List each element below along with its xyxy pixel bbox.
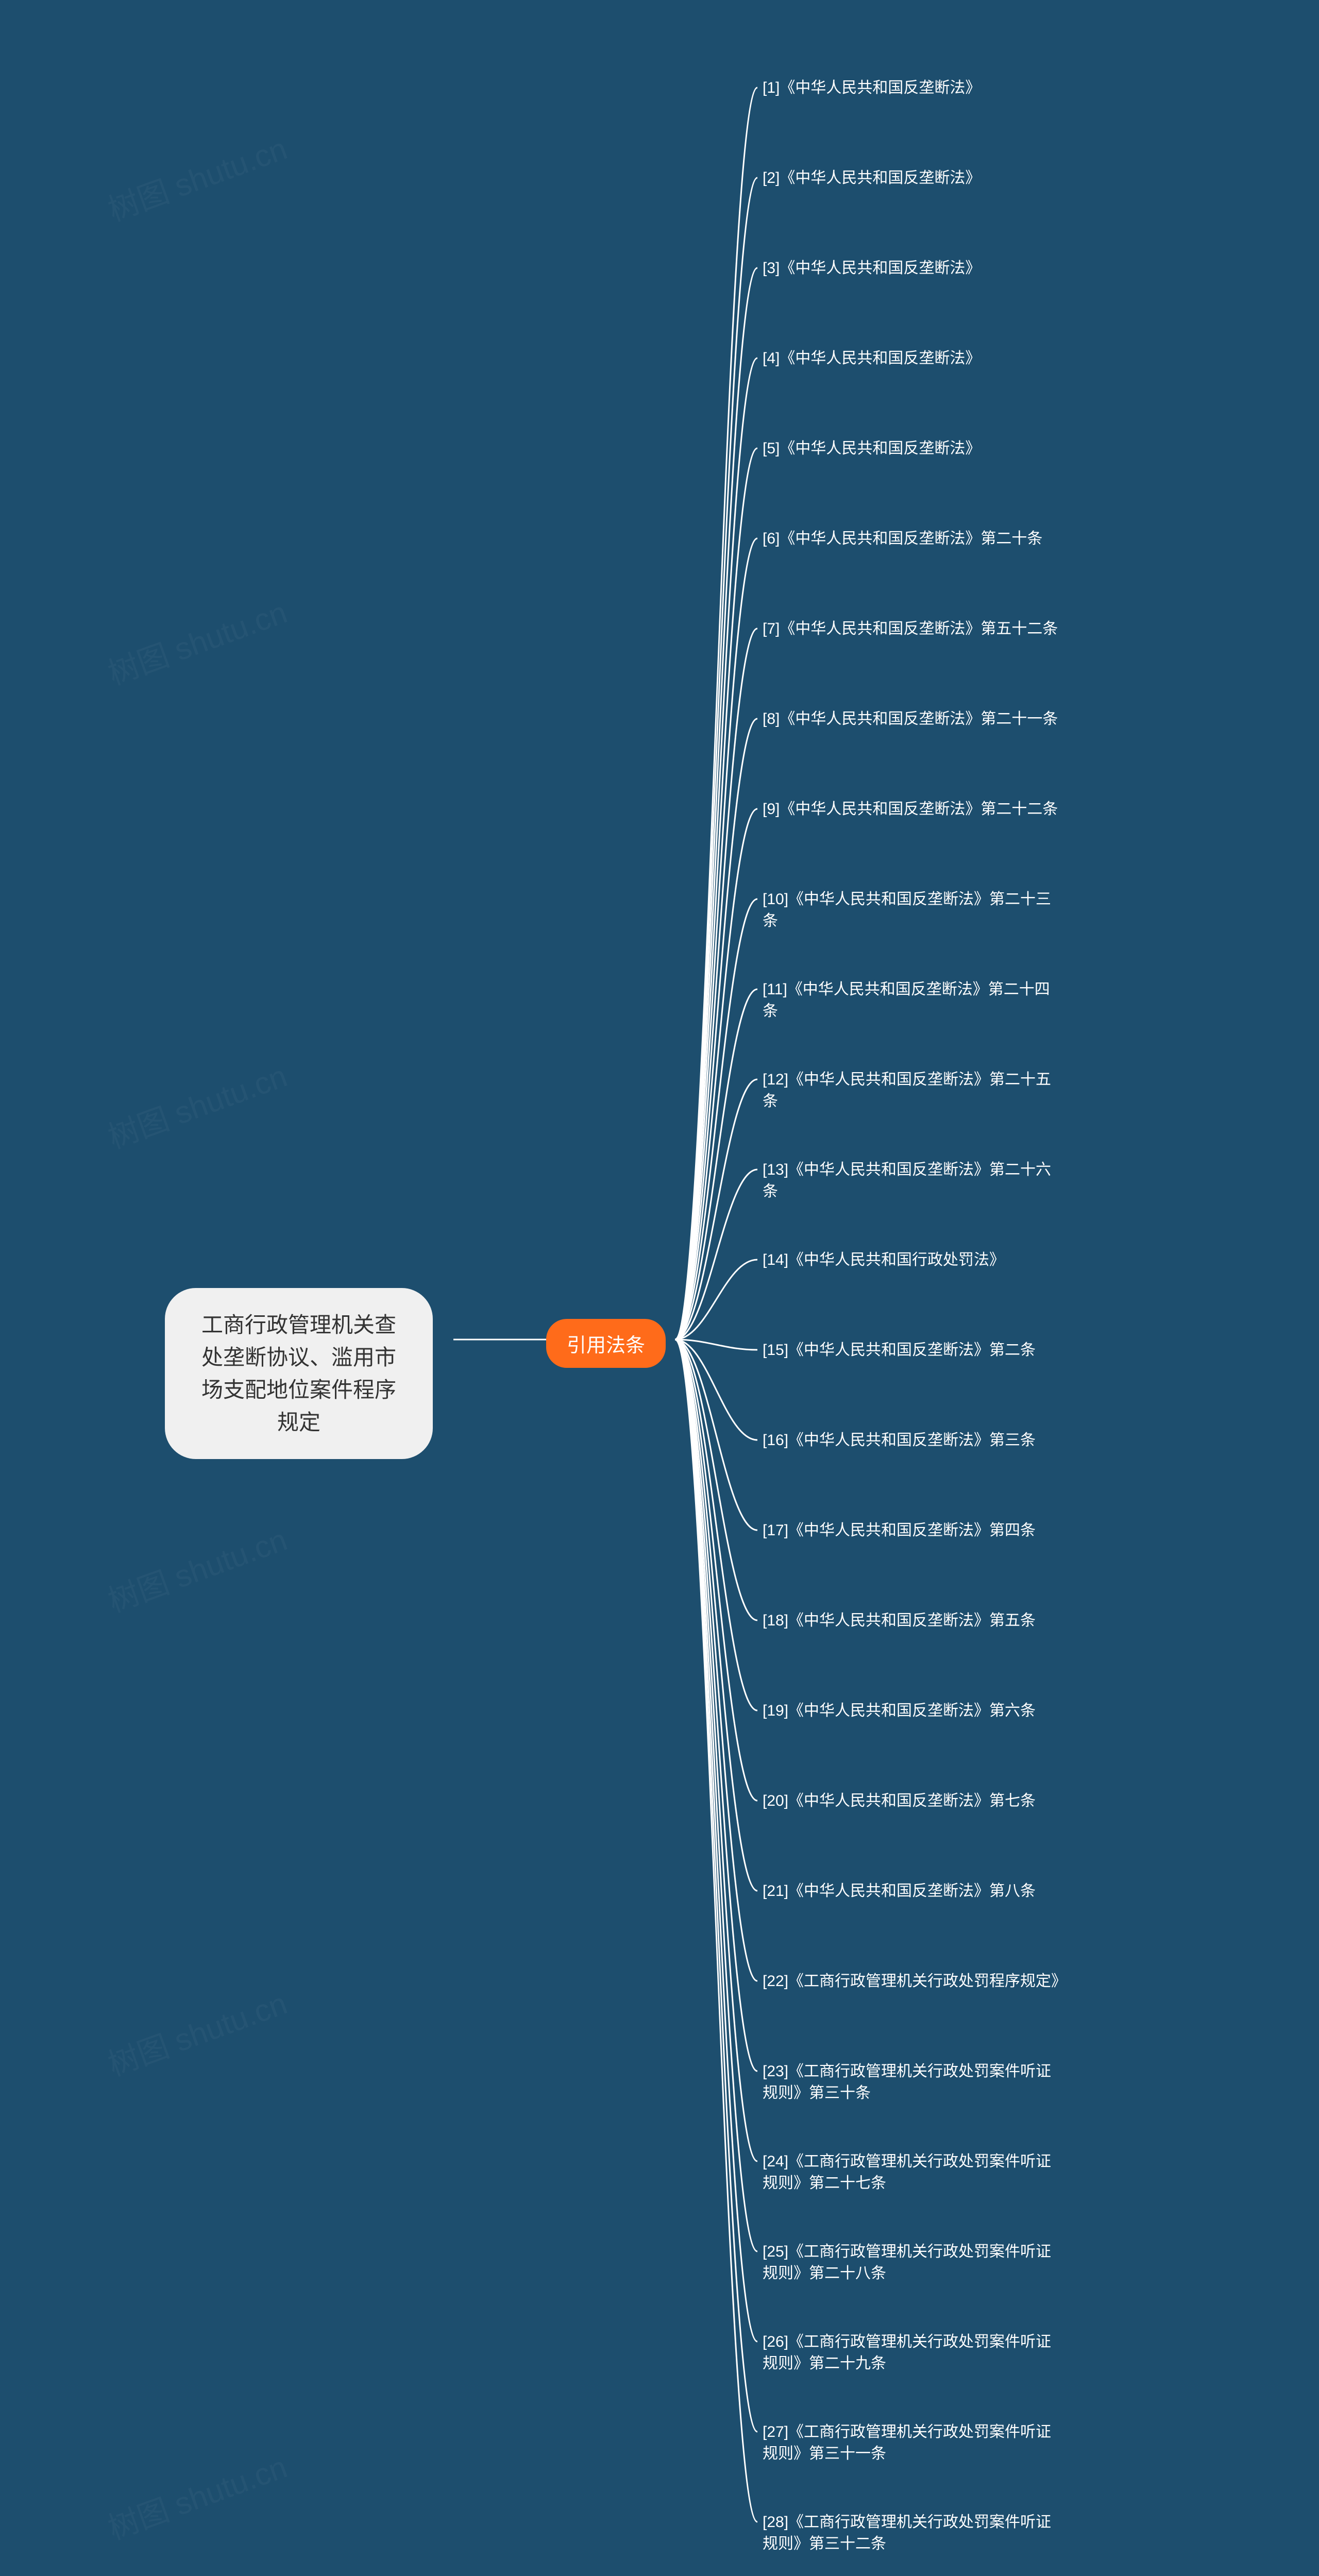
leaf-node: [17]《中华人民共和国反垄断法》第四条 — [763, 1520, 1036, 1541]
watermark-text: 树图 shutu.cn — [101, 587, 292, 693]
leaf-node: [24]《工商行政管理机关行政处罚案件听证规则》第二十七条 — [763, 2151, 1061, 2194]
leaf-node: [16]《中华人民共和国反垄断法》第三条 — [763, 1430, 1036, 1451]
watermark-text: 树图 shutu.cn — [101, 124, 292, 230]
leaf-node: [21]《中华人民共和国反垄断法》第八条 — [763, 1880, 1036, 1902]
leaf-node: [10]《中华人民共和国反垄断法》第二十三条 — [763, 889, 1061, 932]
leaf-node: [14]《中华人民共和国行政处罚法》 — [763, 1249, 1005, 1271]
leaf-node: [9]《中华人民共和国反垄断法》第二十二条 — [763, 799, 1058, 820]
leaf-node: [25]《工商行政管理机关行政处罚案件听证规则》第二十八条 — [763, 2241, 1061, 2284]
leaf-node: [26]《工商行政管理机关行政处罚案件听证规则》第二十九条 — [763, 2331, 1061, 2375]
leaf-node: [3]《中华人民共和国反垄断法》 — [763, 258, 980, 279]
sub-label: 引用法条 — [567, 1335, 645, 1357]
leaf-node: [28]《工商行政管理机关行政处罚案件听证规则》第三十二条 — [763, 2512, 1061, 2555]
watermark-text: 树图 shutu.cn — [101, 2442, 292, 2548]
leaf-node: [4]《中华人民共和国反垄断法》 — [763, 348, 980, 369]
leaf-node: [27]《工商行政管理机关行政处罚案件听证规则》第三十一条 — [763, 2421, 1061, 2465]
root-label: 工商行政管理机关查处垄断协议、滥用市场支配地位案件程序规定 — [201, 1313, 396, 1434]
root-node: 工商行政管理机关查处垄断协议、滥用市场支配地位案件程序规定 — [165, 1288, 433, 1459]
leaf-node: [19]《中华人民共和国反垄断法》第六条 — [763, 1700, 1036, 1722]
watermark-text: 树图 shutu.cn — [101, 1051, 292, 1157]
leaf-node: [11]《中华人民共和国反垄断法》第二十四条 — [763, 979, 1061, 1022]
leaf-node: [2]《中华人民共和国反垄断法》 — [763, 167, 980, 189]
watermark-text: 树图 shutu.cn — [101, 1978, 292, 2084]
leaf-node: [1]《中华人民共和国反垄断法》 — [763, 77, 980, 99]
leaf-node: [15]《中华人民共和国反垄断法》第二条 — [763, 1340, 1036, 1361]
leaf-node: [5]《中华人民共和国反垄断法》 — [763, 438, 980, 460]
watermark-text: 树图 shutu.cn — [101, 1515, 292, 1621]
mindmap-container: 工商行政管理机关查处垄断协议、滥用市场支配地位案件程序规定 引用法条 [1]《中… — [0, 0, 1319, 2576]
leaf-node: [8]《中华人民共和国反垄断法》第二十一条 — [763, 708, 1058, 730]
leaf-node: [22]《工商行政管理机关行政处罚程序规定》 — [763, 1971, 1061, 1992]
leaf-node: [6]《中华人民共和国反垄断法》第二十条 — [763, 528, 1042, 550]
leaf-node: [7]《中华人民共和国反垄断法》第五十二条 — [763, 618, 1058, 640]
leaf-node: [20]《中华人民共和国反垄断法》第七条 — [763, 1790, 1036, 1812]
leaf-node: [13]《中华人民共和国反垄断法》第二十六条 — [763, 1159, 1061, 1202]
leaf-node: [12]《中华人民共和国反垄断法》第二十五条 — [763, 1069, 1061, 1112]
leaf-node: [23]《工商行政管理机关行政处罚案件听证规则》第三十条 — [763, 2061, 1061, 2104]
leaf-node: [18]《中华人民共和国反垄断法》第五条 — [763, 1610, 1036, 1632]
sub-node: 引用法条 — [546, 1319, 666, 1368]
